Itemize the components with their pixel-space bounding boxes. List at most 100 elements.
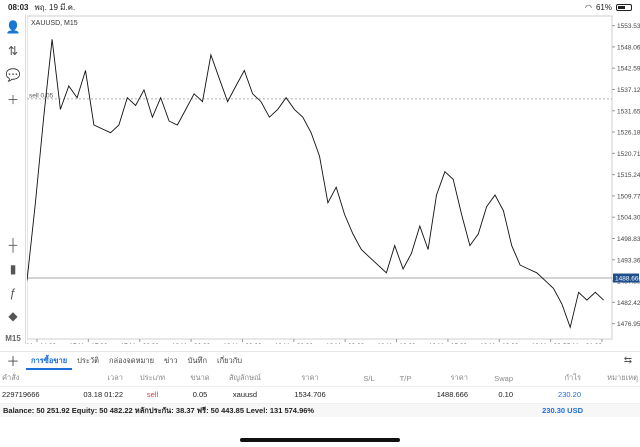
col-current-price: ราคา <box>450 373 468 382</box>
account-icon[interactable]: 👤 <box>4 18 22 36</box>
orders-table-header: คำสั่ง เวลา ประเภท ขนาด สัญลักษณ์ ราคา S… <box>0 371 640 385</box>
trade-arrows-glyph: ⇅ <box>7 44 19 58</box>
order-type: sell <box>146 390 159 399</box>
x-tick-label: 17 Mar 17:00 <box>69 343 108 344</box>
x-tick-label: 18 Mar 18:00 <box>480 343 519 344</box>
price-chart[interactable]: XAUUSD, M15 1553.530 1548.060 1542.590 1537… <box>18 14 640 350</box>
y-tick-label: 1548.060 <box>617 44 640 51</box>
y-tick-label: 1553.530 <box>617 23 640 30</box>
y-tick-label: 1509.770 <box>617 193 640 200</box>
order-open-price: 1534.706 <box>294 390 326 399</box>
account-glyph: 👤 <box>5 20 21 34</box>
x-tick-label: 18 Mar 09:00 <box>326 343 365 344</box>
y-tick-label: 1498.830 <box>617 236 640 243</box>
col-tp: T/P <box>399 373 412 383</box>
balance-text: Balance: 50 251.92 Equity: 50 482.22 หลั… <box>3 405 315 415</box>
order-current-price: 1488.666 <box>436 390 468 399</box>
order-time: 03.18 01:22 <box>83 390 123 399</box>
total-profit-value: 230.30 <box>542 406 566 415</box>
tab-trade[interactable]: การซื้อขาย <box>26 352 73 370</box>
y-axis: 1553.530 1548.060 1542.590 1537.120 1531.650… <box>612 23 640 328</box>
candles-glyph: ▮ <box>9 262 17 276</box>
status-date: พฤ. 19 มี.ค. <box>34 2 76 12</box>
y-tick-label: 1504.300 <box>617 215 640 222</box>
battery-fill <box>618 5 626 9</box>
x-tick-label: 18 Mar 15:00 <box>429 343 468 344</box>
chart-toolbar: 👤 ⇅ 💬 ＋ ┼ ▮ ƒ ◆ M15 <box>0 14 26 344</box>
wifi-icon: ◠ <box>585 2 592 12</box>
chat-glyph: 💬 <box>5 68 21 82</box>
y-tick-label: 1531.650 <box>617 108 640 115</box>
terminal-tabs: ＋ การซื้อขาย ประวัติ กล่องจดหมาย ข่าว บั… <box>0 351 640 370</box>
status-right: ◠ 61% <box>585 3 632 12</box>
order-size: 0.05 <box>192 390 208 399</box>
y-tick-label: 1493.360 <box>617 257 640 264</box>
crosshair-icon[interactable]: ┼ <box>4 236 22 254</box>
x-tick-label: 17 Mar 14:00 <box>27 343 57 344</box>
chart-lines: sell 0.05 1488.666 <box>26 39 640 329</box>
y-tick-label: 1542.590 <box>617 66 640 73</box>
col-open-price: ราคา <box>301 373 319 382</box>
y-tick-label: 1526.180 <box>617 130 640 137</box>
table-row[interactable]: 229719666 03.18 01:22 sell 0.05 xauusd 1… <box>0 386 640 402</box>
chart-svg: XAUUSD, M15 1553.530 1548.060 1542.590 1537… <box>18 15 640 350</box>
y-tick-label: 1476.950 <box>617 321 640 328</box>
total-profit-currency: USD <box>567 406 583 415</box>
order-swap: 0.10 <box>498 390 513 399</box>
y-tick-label: 1537.120 <box>617 87 640 94</box>
position-line-label: sell 0.05 <box>29 92 54 99</box>
y-tick-label: 1520.710 <box>617 151 640 158</box>
col-comment: หมายเหตุ <box>607 373 638 382</box>
chart-title: XAUUSD, M15 <box>31 20 78 27</box>
add-tab-icon[interactable]: ＋ <box>6 354 20 369</box>
col-time: เวลา <box>107 373 123 382</box>
candles-icon[interactable]: ▮ <box>4 260 22 278</box>
objects-glyph: ◆ <box>8 309 18 323</box>
export-icon[interactable]: ⇆ <box>623 355 633 366</box>
home-indicator[interactable] <box>240 438 400 442</box>
x-tick-label: 19 Mar 01:00 <box>564 343 603 344</box>
y-tick-label: 1482.420 <box>617 300 640 307</box>
new-order-glyph: ＋ <box>6 92 19 107</box>
chat-icon[interactable]: 💬 <box>4 66 22 84</box>
current-price-badge <box>613 273 639 283</box>
x-axis: 17 Mar 14:00 17 Mar 17:00 17 Mar 20:00 18 M… <box>18 339 603 350</box>
battery-icon <box>616 3 632 11</box>
order-id: 229719666 <box>2 390 40 399</box>
indicator-icon[interactable]: ƒ <box>4 284 22 302</box>
battery-percent: 61% <box>595 2 612 12</box>
y-tick-label: 1515.240 <box>617 172 640 179</box>
col-order: คำสั่ง <box>2 373 20 382</box>
indicator-glyph: ƒ <box>9 286 17 300</box>
x-tick-label: 18 Mar 00:00 <box>172 343 211 344</box>
col-sl: S/L <box>363 373 375 383</box>
col-swap: Swap <box>494 373 513 383</box>
objects-icon[interactable]: ◆ <box>4 307 22 325</box>
order-profit: 230.20 <box>558 390 581 399</box>
new-order-icon[interactable]: ＋ <box>4 90 22 108</box>
chart-frame <box>26 15 613 340</box>
price-series-line <box>26 39 604 329</box>
x-tick-label: 17 Mar 20:00 <box>121 343 160 344</box>
tab-about[interactable]: เกี่ยวกับ <box>217 355 243 365</box>
status-time: 08:03 <box>8 2 29 12</box>
col-profit: กำไร <box>564 373 581 382</box>
tab-mailbox[interactable]: กล่องจดหมาย <box>109 355 155 365</box>
status-bar: 08:03 พฤ. 19 มี.ค. ◠ 61% <box>0 0 640 14</box>
col-type: ประเภท <box>139 373 166 382</box>
crosshair-glyph: ┼ <box>8 238 18 252</box>
tab-journal[interactable]: บันทึก <box>187 355 208 365</box>
x-tick-label: 18 Mar 06:00 <box>275 343 314 344</box>
trade-arrows-icon[interactable]: ⇅ <box>4 42 22 60</box>
tab-news[interactable]: ข่าว <box>164 355 178 365</box>
current-price-label: 1488.666 <box>615 276 640 283</box>
total-profit: 230.30 USD <box>542 406 583 415</box>
order-symbol: xauusd <box>232 390 258 399</box>
tab-history[interactable]: ประวัติ <box>77 355 100 365</box>
x-tick-label: 18 Mar 03:00 <box>223 343 262 344</box>
balance-bar: Balance: 50 251.92 Equity: 50 482.22 หลั… <box>0 403 640 417</box>
x-tick-label: 18 Mar 12:00 <box>377 343 416 344</box>
timeframe-label[interactable]: M15 <box>5 333 21 343</box>
col-symbol: สัญลักษณ์ <box>228 373 261 382</box>
col-size: ขนาด <box>190 373 210 382</box>
